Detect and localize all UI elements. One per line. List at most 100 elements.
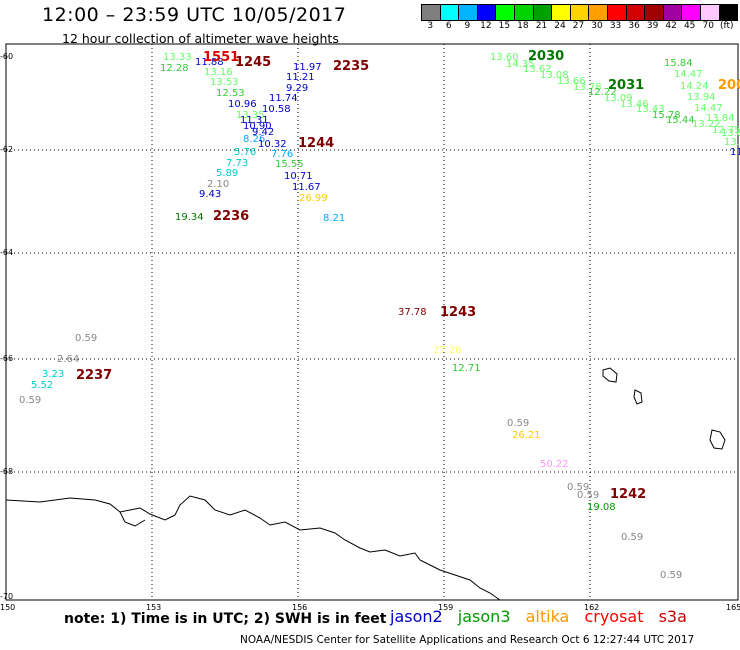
credit-line: NOAA/NESDIS Center for Satellite Applica…	[240, 634, 695, 646]
wave-height-value: 12.53	[216, 88, 245, 99]
color-swatch	[719, 5, 738, 20]
wave-height-value: 5.89	[216, 168, 239, 179]
wave-height-value: 50.22	[540, 459, 569, 470]
wave-height-value: 10.32	[258, 139, 287, 150]
wave-height-value: 0.59	[19, 395, 42, 406]
wave-height-value: 0.59	[621, 532, 644, 543]
color-scale-label: 70	[702, 21, 714, 31]
wave-height-value: 0.59	[577, 490, 600, 501]
wave-height-value: 13.84	[706, 113, 735, 124]
color-scale-label: 3	[427, 21, 434, 31]
color-swatch	[496, 5, 515, 20]
wave-height-value: 13.66	[557, 76, 586, 87]
legend-jason3: jason3	[457, 607, 511, 626]
color-scale-label: 36	[628, 21, 640, 31]
wave-height-value: 11.67	[292, 182, 321, 193]
wave-height-value: 13.46	[620, 99, 649, 110]
coast-inlet	[119, 511, 146, 527]
wave-height-value: 19.08	[587, 502, 616, 513]
color-scale-label: 15	[498, 21, 511, 31]
wave-height-value: 19.34	[175, 212, 204, 223]
wave-height-value: 9.29	[286, 83, 309, 94]
color-swatch	[570, 5, 590, 20]
lat-label: -68	[0, 467, 14, 476]
wave-height-value: 15.78	[652, 110, 681, 121]
lat-label: -64	[0, 248, 14, 257]
wave-height-value: 12.28	[160, 63, 189, 74]
wave-height-value: 0.59	[75, 333, 98, 344]
wave-height-value: 13.43	[636, 104, 665, 115]
wave-height-value: 15.55	[275, 159, 304, 170]
color-scale-label: 39	[646, 21, 659, 31]
wave-height-value: 12.75	[712, 125, 740, 136]
wave-height-value: 10.58	[262, 104, 291, 115]
wave-height-value: 11.74	[269, 93, 298, 104]
wave-height-value: 13.78	[573, 82, 602, 93]
color-scale-label: 42	[665, 21, 677, 31]
legend-cryosat: cryosat	[584, 607, 644, 626]
pass-time-label: 1242	[610, 487, 647, 502]
color-scale-label: 33	[609, 21, 622, 31]
wave-height-value: 13.53	[210, 77, 239, 88]
wave-height-value: 15.44	[666, 115, 695, 126]
wave-height-value: 13.22	[692, 119, 721, 130]
wave-height-value: 12.22	[588, 87, 617, 98]
color-swatch	[514, 5, 534, 20]
color-swatch	[626, 5, 646, 20]
legend-jason2: jason2	[390, 607, 443, 626]
wave-height-value: 15.84	[664, 58, 693, 69]
pass-time-label: 1244	[298, 136, 335, 151]
wave-height-value: 2.64	[57, 354, 80, 365]
wave-height-value: 13.08	[540, 70, 569, 81]
color-scale-label: 6	[445, 21, 452, 31]
color-swatch	[607, 5, 627, 20]
wave-height-value: 27.26	[433, 345, 462, 356]
wave-height-value: 2.10	[207, 179, 230, 190]
legend-altika: altika	[525, 607, 570, 626]
wave-height-value: 13.09	[604, 93, 633, 104]
pass-time-label: 2031	[608, 78, 645, 93]
wave-height-value: 8.26	[243, 134, 266, 145]
color-scale-bar	[421, 4, 738, 21]
wave-height-value: 14.35	[506, 59, 535, 70]
wave-height-value: 13.33	[163, 52, 192, 63]
color-swatch	[459, 5, 478, 20]
pass-time-label: 200	[718, 78, 740, 93]
color-scale-label: 21	[535, 21, 548, 31]
lon-label: 162	[584, 603, 600, 612]
color-swatch	[700, 5, 720, 20]
lon-label: 159	[438, 603, 454, 612]
lat-label: -70	[0, 592, 14, 601]
color-swatch	[663, 5, 683, 20]
lon-label: 150	[0, 603, 16, 612]
color-swatch	[645, 5, 664, 20]
page-subtitle: 12 hour collection of altimeter wave hei…	[62, 31, 339, 46]
wave-height-value: 10.96	[228, 99, 257, 110]
lon-label: 156	[292, 603, 308, 612]
wave-height-value: 13.88	[721, 128, 740, 139]
map-frame	[5, 43, 739, 601]
wave-height-value: 9.43	[199, 189, 222, 200]
wave-height-value: 13.62	[523, 64, 552, 75]
pass-time-label: 1551	[203, 50, 240, 65]
wave-height-value: 13.60	[490, 52, 519, 63]
pass-time-label: 1245	[235, 55, 272, 70]
pass-time-label: 2030	[528, 49, 565, 64]
pass-time-label: 2236	[213, 209, 250, 224]
wave-height-value: 26.99	[299, 193, 328, 204]
lon-label: 153	[146, 603, 162, 612]
wave-height-value: 13.35	[236, 110, 265, 121]
wave-height-value: 11.21	[286, 72, 315, 83]
wave-height-value: 14.24	[680, 81, 709, 92]
color-swatch	[682, 5, 701, 20]
wave-height-value: 13.94	[687, 92, 716, 103]
color-scale-label: (ft)	[719, 21, 734, 31]
color-swatch	[552, 5, 571, 20]
lat-label: -60	[0, 52, 14, 61]
color-scale-label: 24	[554, 21, 566, 31]
color-scale-label: 12	[480, 21, 492, 31]
wave-height-value: 5.76	[234, 147, 257, 158]
wave-height-value: 0.59	[567, 482, 590, 493]
island	[709, 429, 726, 450]
